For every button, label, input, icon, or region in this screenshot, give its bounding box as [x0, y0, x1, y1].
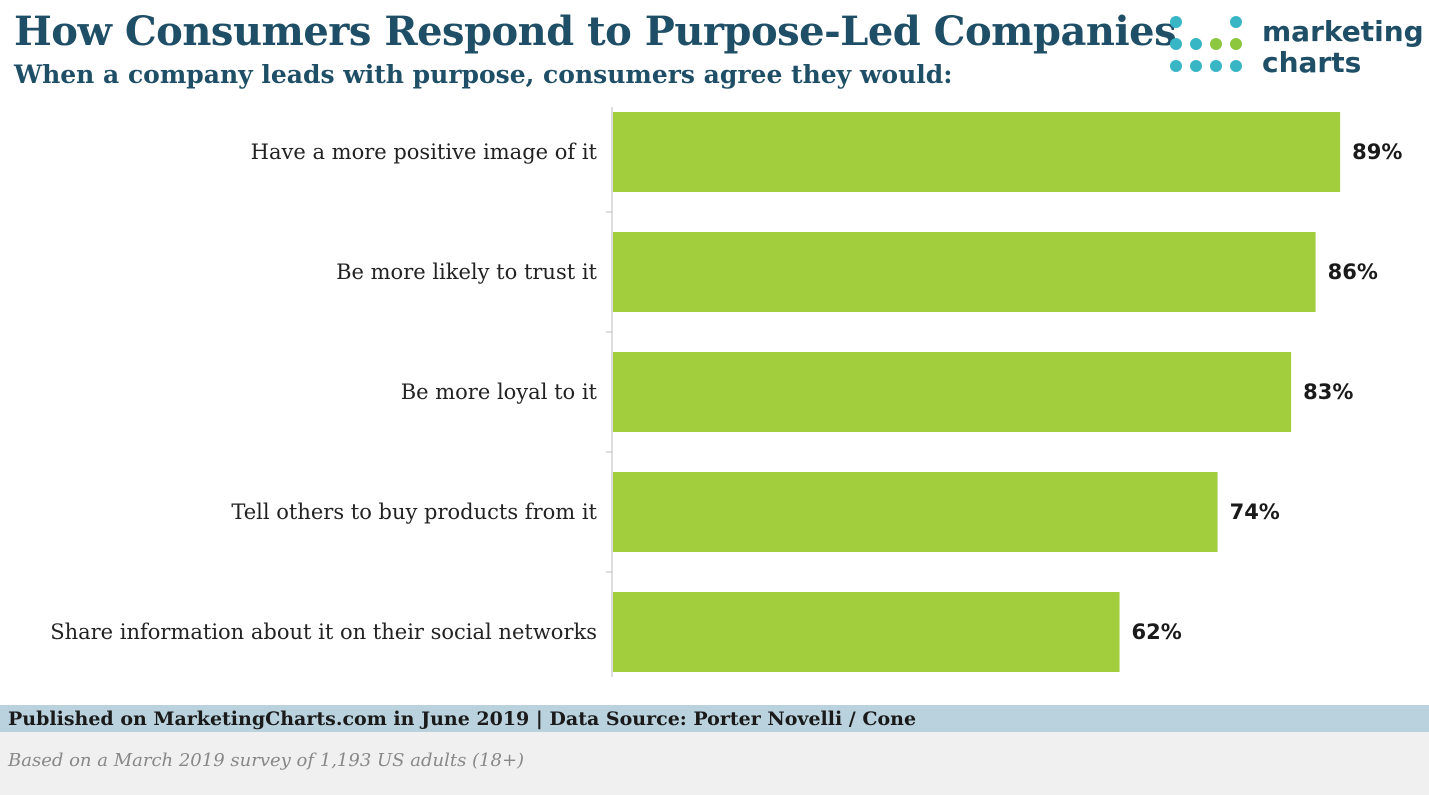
value-label: 74% — [1230, 500, 1280, 524]
category-label: Have a more positive image of it — [251, 140, 598, 164]
logo-dot — [1170, 16, 1182, 28]
logo-dot — [1190, 38, 1202, 50]
footer-published-bar: Published on MarketingCharts.com in June… — [0, 705, 1429, 732]
footer-note-area: Based on a March 2019 survey of 1,193 US… — [0, 732, 1429, 795]
chart-title: How Consumers Respond to Purpose-Led Com… — [14, 8, 1177, 55]
logo-text-line1: marketing — [1262, 15, 1424, 48]
logo-dot — [1190, 60, 1202, 72]
value-label: 62% — [1132, 620, 1182, 644]
bar — [613, 352, 1292, 432]
value-label: 83% — [1303, 380, 1353, 404]
bar — [613, 592, 1120, 672]
bar — [613, 472, 1218, 552]
bar — [613, 232, 1316, 312]
category-label: Be more likely to trust it — [336, 260, 597, 284]
logo-text-line2: charts — [1262, 46, 1362, 79]
category-label: Be more loyal to it — [401, 380, 598, 404]
footer-survey-note: Based on a March 2019 survey of 1,193 US… — [8, 750, 525, 771]
logo-dots-icon — [1170, 16, 1242, 72]
marketingcharts-logo: marketing charts — [1168, 14, 1426, 86]
logo-dot — [1230, 60, 1242, 72]
footer-published-text: Published on MarketingCharts.com in June… — [8, 708, 917, 730]
bar — [613, 112, 1341, 192]
value-label: 89% — [1352, 140, 1402, 164]
value-label: 86% — [1328, 260, 1378, 284]
logo-dot — [1210, 38, 1222, 50]
category-label: Share information about it on their soci… — [50, 620, 597, 644]
bar-chart: Have a more positive image of it 89% Be mo… — [50, 107, 1402, 677]
logo-dot — [1170, 38, 1182, 50]
logo-dot — [1230, 38, 1242, 50]
logo-dot — [1210, 60, 1222, 72]
chart-subtitle: When a company leads with purpose, consu… — [14, 60, 953, 89]
logo-dot — [1170, 60, 1182, 72]
logo-dot — [1230, 16, 1242, 28]
category-label: Tell others to buy products from it — [231, 500, 597, 524]
logo-text: marketing charts — [1262, 16, 1424, 78]
